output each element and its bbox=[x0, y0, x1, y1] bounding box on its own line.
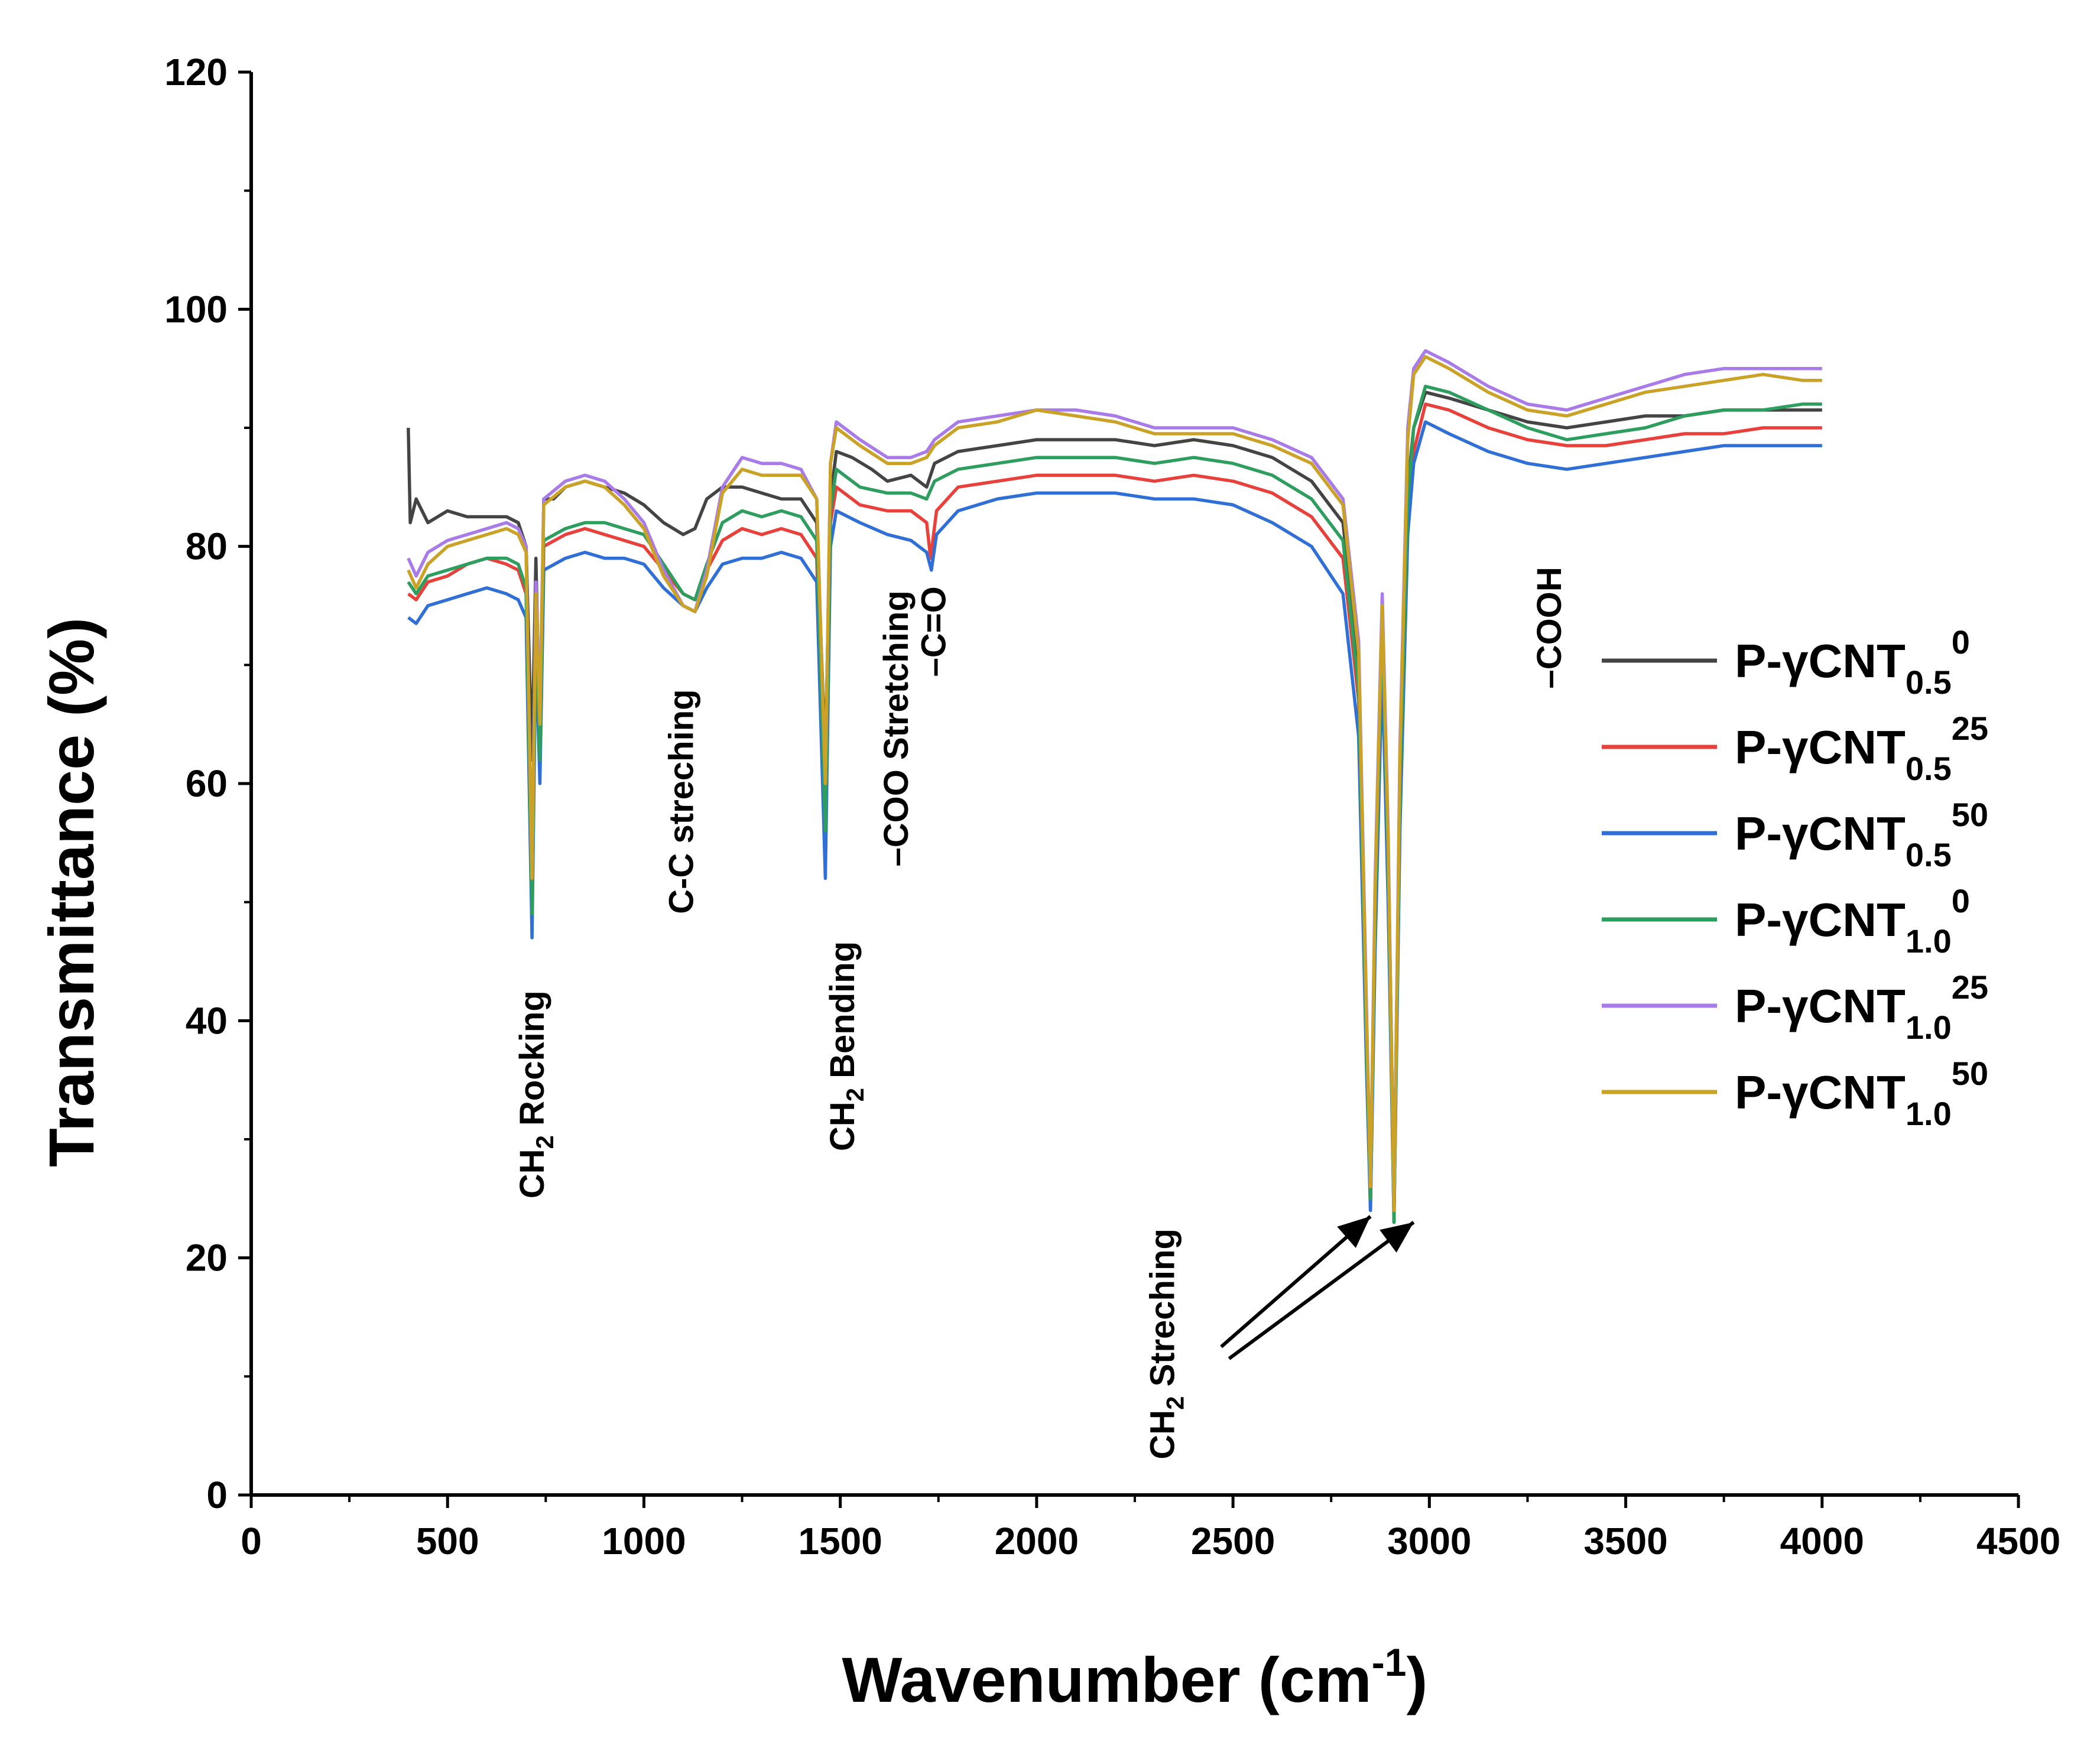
axes: 0 500 1000 1500 2000 2500 3000 3500 4000 4500 0 20… bbox=[164, 51, 2060, 1562]
y-tick-label: 40 bbox=[186, 999, 228, 1042]
peak-annotation: –COO Stretching bbox=[877, 590, 916, 866]
x-tick-label: 4500 bbox=[1976, 1520, 2060, 1562]
x-axis-title: Wavenumber (cm-1) bbox=[842, 1640, 1428, 1715]
x-tick-label: 1500 bbox=[798, 1520, 882, 1562]
x-tick-label: 2000 bbox=[995, 1520, 1079, 1562]
legend-label: P-γCNT0.525 bbox=[1735, 710, 1988, 787]
peak-annotation: CH2 Bending bbox=[823, 941, 869, 1151]
y-tick-label: 0 bbox=[206, 1474, 228, 1516]
series-layer bbox=[407, 349, 1822, 1224]
legend-label: P-γCNT0.550 bbox=[1735, 796, 1988, 873]
peak-annotation: –C=O bbox=[915, 586, 953, 677]
series-line-1.0-0 bbox=[407, 385, 1822, 1224]
y-tick-label: 80 bbox=[186, 525, 228, 568]
legend-label: P-γCNT1.00 bbox=[1735, 882, 1970, 960]
legend: P-γCNT0.50 P-γCNT0.525 P-γCNT0.550 P-γCNT1.… bbox=[1602, 623, 1988, 1132]
annotation-arrow bbox=[1228, 1221, 1415, 1360]
y-tick-label: 120 bbox=[164, 51, 228, 93]
legend-label: P-γCNT0.50 bbox=[1735, 623, 1970, 701]
peak-annotation: –COOH bbox=[1530, 567, 1569, 688]
annotations: CH2 Rocking C-C streching CH2 Bending –COO … bbox=[513, 567, 1569, 1460]
x-tick-label: 3500 bbox=[1583, 1520, 1667, 1562]
x-tick-label: 3000 bbox=[1387, 1520, 1471, 1562]
x-tick-label: 500 bbox=[416, 1520, 479, 1562]
series-line-1.0-25 bbox=[407, 349, 1822, 1213]
y-tick-label: 20 bbox=[186, 1237, 228, 1279]
legend-label: P-γCNT1.050 bbox=[1735, 1055, 1988, 1132]
y-tick-label: 60 bbox=[186, 762, 228, 805]
y-ticks: 0 20 40 60 80 100 120 bbox=[164, 51, 251, 1516]
annotation-arrow bbox=[1220, 1215, 1372, 1348]
series-line-1.0-50 bbox=[407, 355, 1822, 1213]
x-ticks: 0 500 1000 1500 2000 2500 3000 3500 4000 4500 bbox=[241, 1495, 2060, 1562]
x-tick-label: 0 bbox=[241, 1520, 262, 1562]
peak-annotation: CH2 Rocking bbox=[513, 990, 559, 1198]
peak-annotation: C-C streching bbox=[663, 689, 701, 914]
x-tick-label: 1000 bbox=[602, 1520, 686, 1562]
x-tick-label: 2500 bbox=[1191, 1520, 1275, 1562]
y-tick-label: 100 bbox=[164, 288, 228, 330]
legend-label: P-γCNT1.025 bbox=[1735, 968, 1988, 1046]
x-tick-label: 4000 bbox=[1780, 1520, 1864, 1562]
y-axis-title: Transmittance (%) bbox=[35, 618, 107, 1167]
series-line-0.5-50 bbox=[407, 420, 1822, 1224]
peak-annotation: CH2 Streching bbox=[1143, 1228, 1189, 1460]
series-line-0.5-0 bbox=[407, 391, 1822, 1201]
